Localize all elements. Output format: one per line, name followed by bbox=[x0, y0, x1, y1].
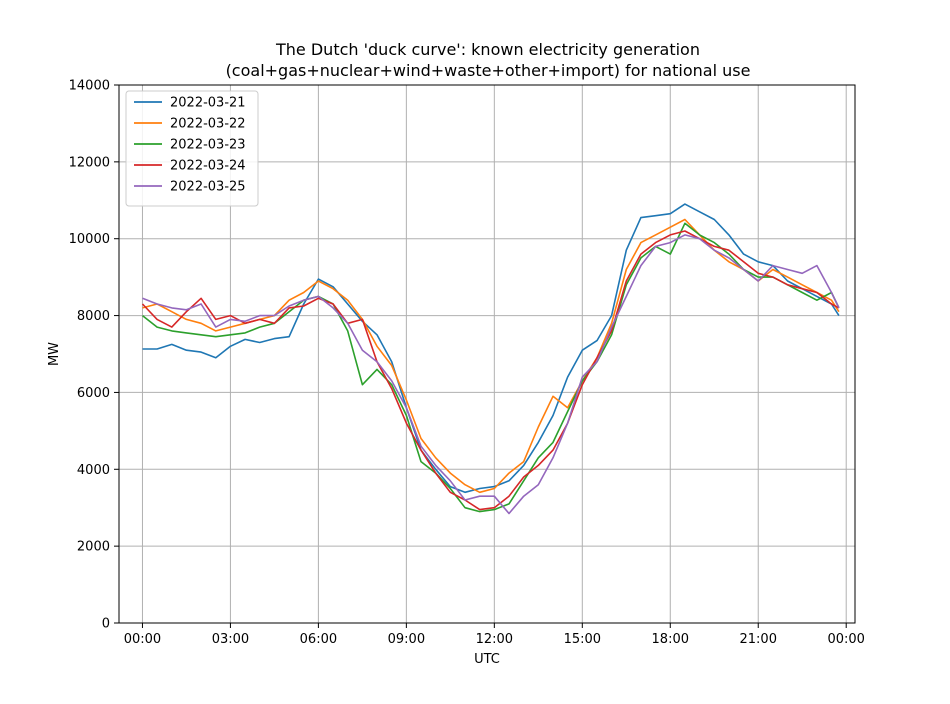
y-tick-label: 6000 bbox=[77, 386, 110, 401]
y-tick-label: 8000 bbox=[77, 309, 110, 324]
x-tick-label: 15:00 bbox=[564, 632, 601, 647]
x-tick-label: 21:00 bbox=[740, 632, 777, 647]
y-axis-label: MW bbox=[47, 342, 62, 366]
x-tick-label: 06:00 bbox=[300, 632, 337, 647]
legend-label: 2022-03-22 bbox=[170, 117, 246, 132]
series-line-2022-03-25 bbox=[142, 234, 840, 515]
y-tick-label: 10000 bbox=[69, 232, 110, 247]
x-tick-label: 00:00 bbox=[827, 632, 864, 647]
legend-label: 2022-03-23 bbox=[170, 138, 246, 153]
legend-box bbox=[125, 90, 259, 207]
axis-ticks: 00:00 03:00 06:00 09:00 12:00 15:00 18:00 21:00… bbox=[69, 79, 865, 648]
y-tick-label: 14000 bbox=[69, 79, 110, 94]
series-line-2022-03-23 bbox=[142, 222, 840, 513]
x-tick-label: 03:00 bbox=[212, 632, 249, 647]
y-tick-label: 12000 bbox=[69, 155, 110, 170]
legend-label: 2022-03-24 bbox=[170, 159, 246, 174]
y-tick-label: 4000 bbox=[77, 463, 110, 478]
plot-frame bbox=[118, 84, 856, 624]
chart-title: The Dutch 'duck curve': known electricit… bbox=[275, 40, 700, 59]
y-tick-label: 2000 bbox=[77, 540, 110, 555]
legend-label: 2022-03-21 bbox=[170, 96, 246, 111]
legend: 2022-03-21 2022-03-22 2022-03-23 2022-03-24… bbox=[125, 90, 259, 207]
x-tick-label: 18:00 bbox=[652, 632, 689, 647]
y-tick-label: 0 bbox=[102, 617, 110, 632]
x-axis-label: UTC bbox=[474, 652, 500, 667]
series-line-2022-03-24 bbox=[141, 230, 840, 511]
x-tick-label: 00:00 bbox=[124, 632, 161, 647]
legend-label: 2022-03-25 bbox=[170, 180, 246, 195]
x-tick-label: 12:00 bbox=[476, 632, 513, 647]
series-lines bbox=[141, 203, 840, 515]
series-line-2022-03-21 bbox=[142, 203, 840, 494]
chart-subtitle: (coal+gas+nuclear+wind+waste+other+impor… bbox=[226, 61, 751, 80]
x-tick-label: 09:00 bbox=[388, 632, 425, 647]
